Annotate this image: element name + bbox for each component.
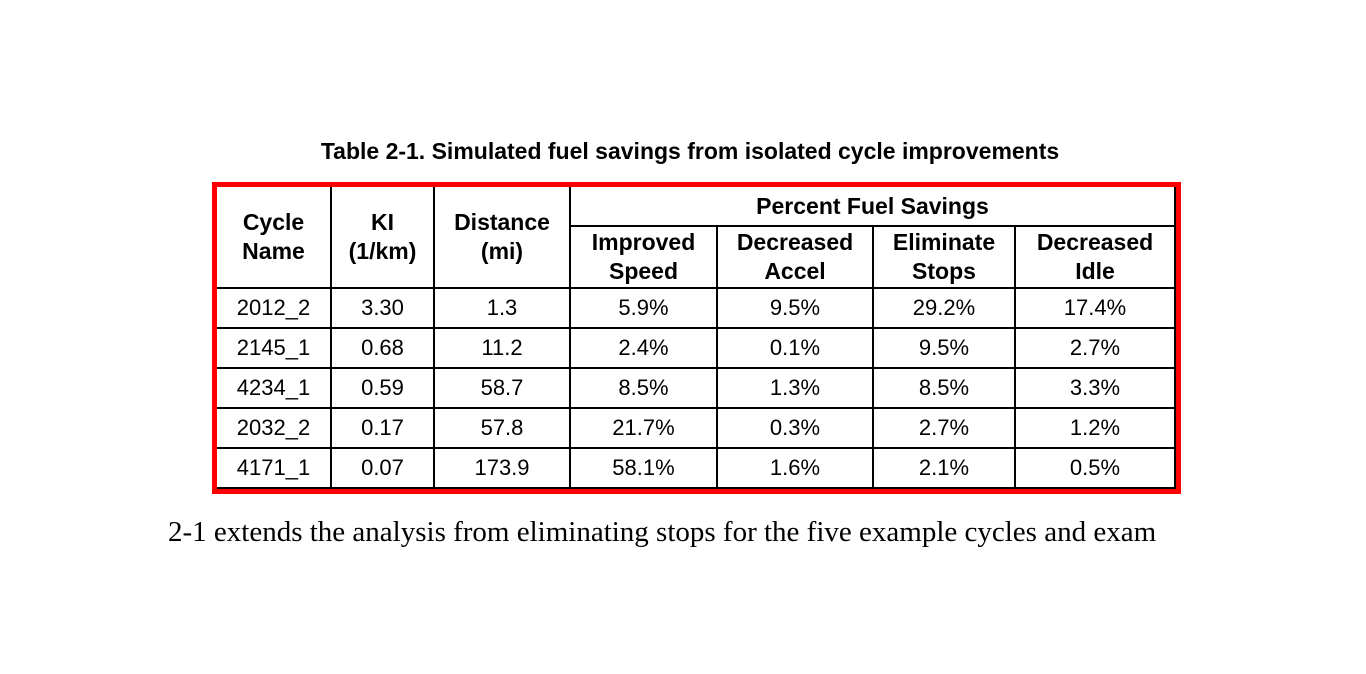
header-line: Decreased [736, 229, 854, 255]
cell-eliminate-stops: 2.7% [872, 407, 1016, 449]
cell-eliminate-stops: 9.5% [872, 327, 1016, 369]
cell-eliminate-stops: 2.1% [872, 447, 1016, 489]
cell-ki: 0.07 [330, 447, 435, 489]
cell-decreased-idle: 3.3% [1014, 367, 1176, 409]
cell-decreased-idle: 0.5% [1014, 447, 1176, 489]
cell-distance: 57.8 [433, 407, 571, 449]
fuel-savings-table-grid: Cycle Name KI (1/km) Distance (mi) Perce… [217, 187, 1176, 489]
cell-ki: 0.17 [330, 407, 435, 449]
cell-cycle-name: 2145_1 [217, 327, 332, 369]
header-line: Decreased [1036, 229, 1154, 255]
cell-improved-speed: 21.7% [569, 407, 718, 449]
header-line: Distance [454, 209, 550, 235]
table-row: 2012_2 3.30 1.3 5.9% 9.5% 29.2% 17.4% [217, 287, 1176, 329]
cell-ki: 0.68 [330, 327, 435, 369]
cell-distance: 173.9 [433, 447, 571, 489]
cell-ki: 0.59 [330, 367, 435, 409]
header-line: Stops [912, 258, 976, 284]
cell-decreased-accel: 0.3% [716, 407, 874, 449]
header-line: Eliminate [892, 229, 996, 255]
body-text: 2-1 extends the analysis from eliminatin… [168, 516, 1157, 548]
cell-cycle-name: 4234_1 [217, 367, 332, 409]
table-header-row-top: Cycle Name KI (1/km) Distance (mi) Perce… [217, 187, 1176, 289]
header-line: Cycle [242, 209, 305, 235]
col-header-eliminate-stops: Eliminate Stops [872, 225, 1016, 289]
cell-cycle-name: 2032_2 [217, 407, 332, 449]
header-line: (mi) [480, 238, 524, 264]
cell-cycle-name: 2012_2 [217, 287, 332, 329]
cell-improved-speed: 2.4% [569, 327, 718, 369]
cell-distance: 1.3 [433, 287, 571, 329]
cell-decreased-accel: 0.1% [716, 327, 874, 369]
header-line: Accel [764, 258, 826, 284]
cell-decreased-idle: 2.7% [1014, 327, 1176, 369]
cell-decreased-accel: 9.5% [716, 287, 874, 329]
cell-improved-speed: 5.9% [569, 287, 718, 329]
col-header-distance: Distance (mi) [433, 187, 571, 289]
col-header-decreased-accel: Decreased Accel [716, 225, 874, 289]
col-header-group-percent-fuel-savings: Percent Fuel Savings [569, 187, 1176, 227]
table-row: 2032_2 0.17 57.8 21.7% 0.3% 2.7% 1.2% [217, 407, 1176, 449]
cell-cycle-name: 4171_1 [217, 447, 332, 489]
cell-eliminate-stops: 8.5% [872, 367, 1016, 409]
table-header-row-sub: Improved Speed Decreased Accel Eliminate… [217, 225, 1176, 289]
cell-improved-speed: 58.1% [569, 447, 718, 489]
col-header-improved-speed: Improved Speed [569, 225, 718, 289]
header-line: KI [371, 209, 394, 235]
cell-decreased-idle: 17.4% [1014, 287, 1176, 329]
fuel-savings-table: Cycle Name KI (1/km) Distance (mi) Perce… [212, 182, 1181, 494]
header-line: Speed [608, 258, 679, 284]
table-row: 4171_1 0.07 173.9 58.1% 1.6% 2.1% 0.5% [217, 447, 1176, 489]
col-header-decreased-idle: Decreased Idle [1014, 225, 1176, 289]
col-header-ki: KI (1/km) [330, 187, 435, 289]
table-caption: Table 2-1. Simulated fuel savings from i… [320, 138, 1060, 164]
cell-distance: 58.7 [433, 367, 571, 409]
col-header-cycle-name: Cycle Name [217, 187, 332, 289]
table-row: 4234_1 0.59 58.7 8.5% 1.3% 8.5% 3.3% [217, 367, 1176, 409]
cell-decreased-accel: 1.3% [716, 367, 874, 409]
header-line: Idle [1075, 258, 1115, 284]
cell-decreased-idle: 1.2% [1014, 407, 1176, 449]
table-row: 2145_1 0.68 11.2 2.4% 0.1% 9.5% 2.7% [217, 327, 1176, 369]
cell-distance: 11.2 [433, 327, 571, 369]
cell-decreased-accel: 1.6% [716, 447, 874, 489]
cell-eliminate-stops: 29.2% [872, 287, 1016, 329]
header-line: (1/km) [348, 238, 417, 264]
cell-ki: 3.30 [330, 287, 435, 329]
header-line: Improved [591, 229, 696, 255]
header-line: Name [242, 238, 305, 264]
cell-improved-speed: 8.5% [569, 367, 718, 409]
